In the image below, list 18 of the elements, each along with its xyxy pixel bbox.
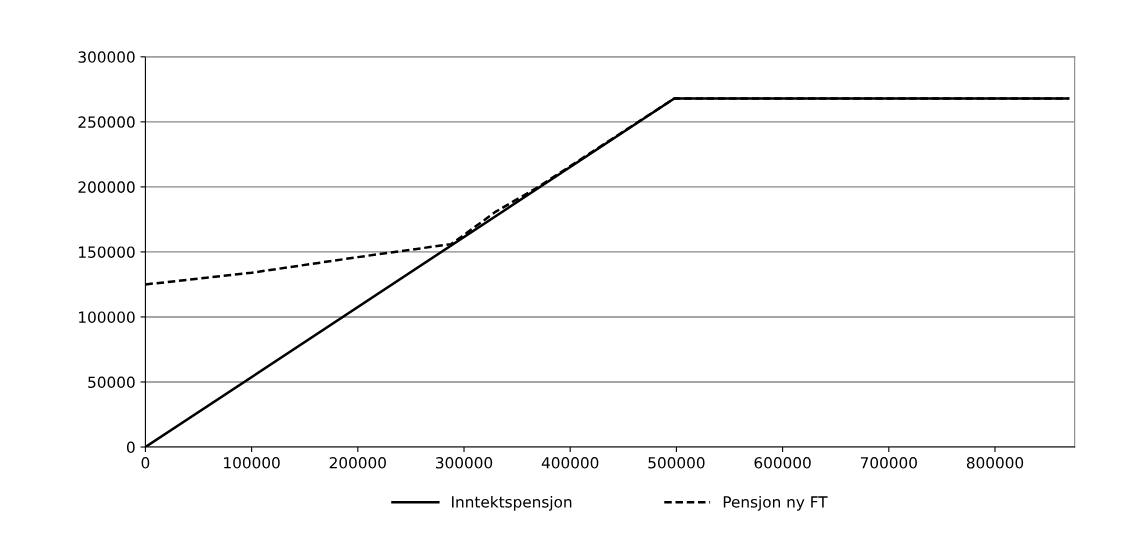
x-tick-label: 500000 [648,457,705,469]
x-tick-label: 200000 [329,457,386,469]
y-tick-label: 100000 [79,311,135,323]
x-tick-label: 300000 [436,457,493,469]
legend-label: Inntektspensjon [452,495,572,511]
legend-label: Pensjon ny FT [723,495,828,511]
y-tick-label: 0 [126,441,135,454]
x-tick-label: 800000 [966,457,1024,469]
x-tick-label: 600000 [754,457,811,469]
x-tick-label: 100000 [224,457,280,469]
x-tick-label: 700000 [860,457,917,469]
y-tick-label: 50000 [88,376,135,389]
y-tick-label: 300000 [78,51,135,63]
y-tick-label: 250000 [78,116,135,128]
x-tick-label: 0 [141,457,150,469]
x-tick-label: 400000 [541,457,599,469]
y-tick-label: 150000 [79,246,135,258]
y-tick-label: 200000 [78,181,135,193]
